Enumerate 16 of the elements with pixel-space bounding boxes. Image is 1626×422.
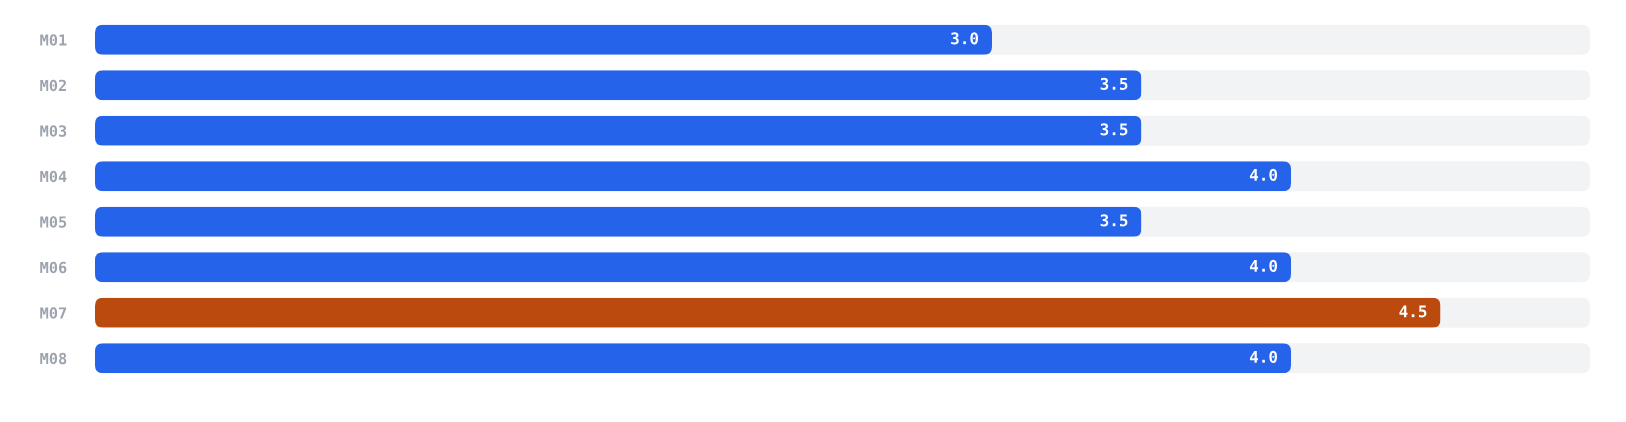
- y-tick-label: M06: [40, 261, 67, 274]
- data-label: 4.0: [1249, 168, 1278, 181]
- y-tick-label: M02: [40, 79, 66, 92]
- data-label: 3.0: [951, 32, 979, 45]
- y-tick-label: M05: [40, 216, 67, 228]
- data-label: 3.5: [1100, 214, 1128, 227]
- y-tick-label: M08: [40, 352, 67, 365]
- data-label: 4.0: [1249, 259, 1278, 272]
- data-label: 4.5: [1399, 305, 1427, 318]
- y-tick-label: M04: [40, 170, 67, 183]
- data-label: 3.5: [1100, 123, 1128, 136]
- y-tick-label: M07: [40, 307, 67, 319]
- y-tick-label: M03: [40, 125, 67, 137]
- y-tick-label: M01: [40, 34, 67, 46]
- data-label: 4.0: [1249, 350, 1278, 363]
- data-label: 3.5: [1100, 77, 1128, 90]
